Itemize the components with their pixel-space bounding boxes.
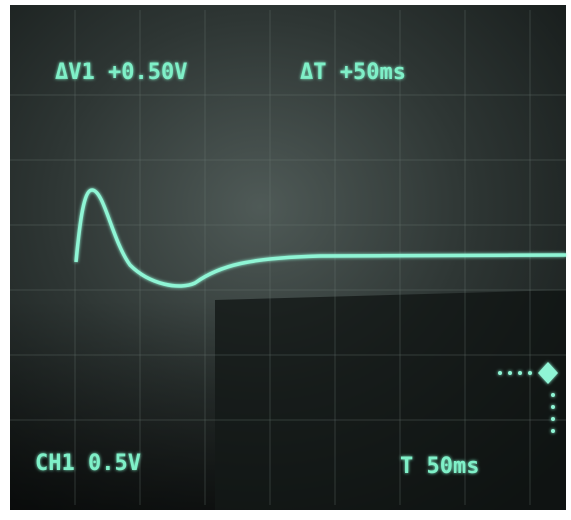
page: ΔV1 +0.50V ΔT +50ms CH1 0.5V T 50ms (() … (0, 0, 571, 520)
delta-t-readout: ΔT +50ms (300, 60, 406, 85)
reflection-shadow (10, 300, 215, 510)
timebase-readout: T 50ms (400, 454, 479, 479)
channel-readout: CH1 0.5V (35, 451, 141, 476)
delta-v-readout: ΔV1 +0.50V (55, 60, 187, 85)
oscilloscope-photo: ΔV1 +0.50V ΔT +50ms CH1 0.5V T 50ms (0, 0, 571, 520)
reflection-shadow (215, 290, 566, 510)
